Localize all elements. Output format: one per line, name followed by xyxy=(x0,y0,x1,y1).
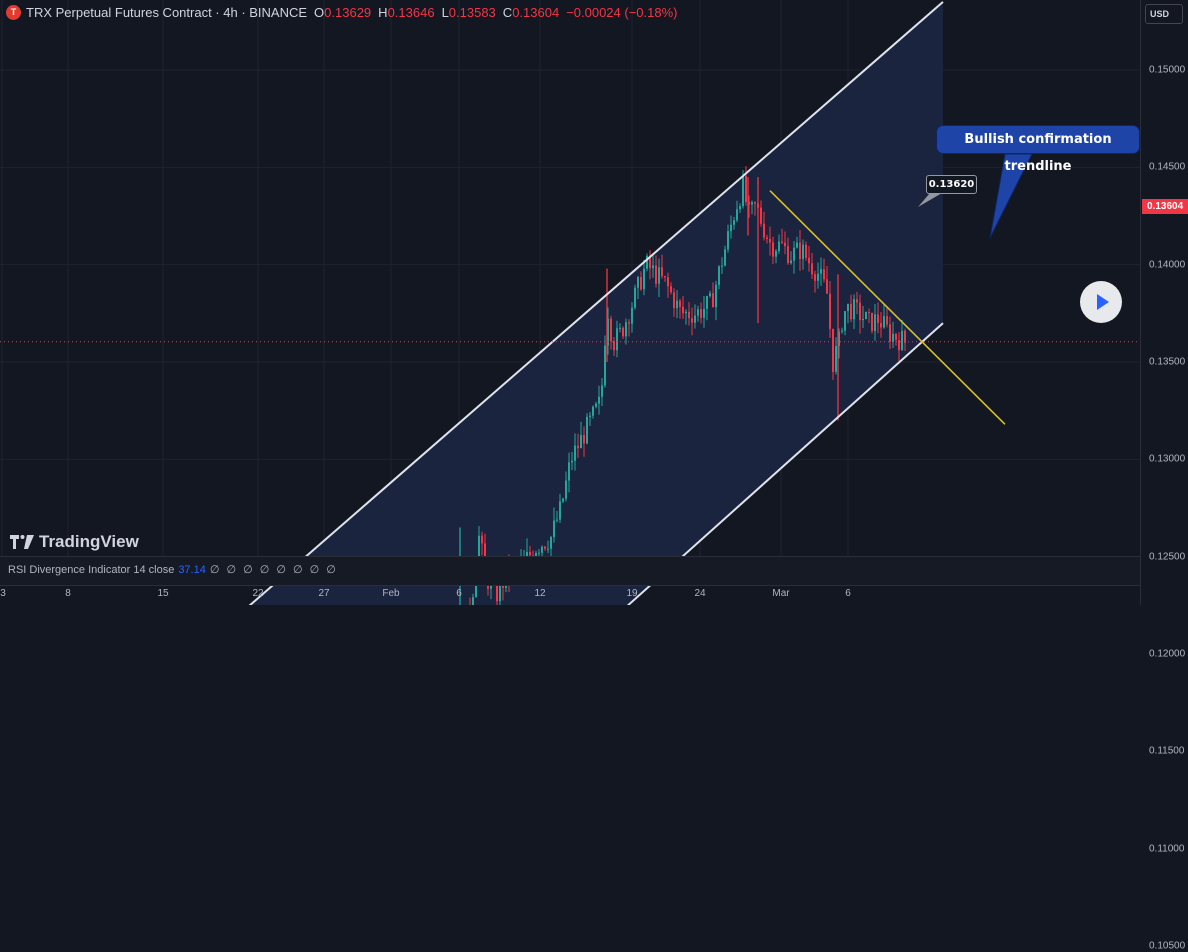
price-axis-separator xyxy=(1140,0,1141,605)
trx-logo-icon: T xyxy=(6,5,21,20)
indicator-pane[interactable] xyxy=(0,556,1140,586)
time-axis-label: 8 xyxy=(65,588,71,599)
price-axis-label: 0.13000 xyxy=(1149,453,1186,465)
time-axis-label: 15 xyxy=(157,588,169,599)
time-axis-label: 3 xyxy=(0,588,6,599)
tradingview-wordmark: TradingView xyxy=(39,532,139,551)
chart-legend-header: T TRX Perpetual Futures Contract · 4h · … xyxy=(6,5,678,20)
ohlc-open: O0.13629 xyxy=(314,5,372,20)
price-chart[interactable] xyxy=(0,0,1188,605)
symbol-title[interactable]: TRX Perpetual Futures Contract · 4h · BI… xyxy=(26,5,308,20)
tradingview-mark-icon xyxy=(10,535,34,549)
price-change: −0.00024 (−0.18%) xyxy=(566,5,678,20)
time-axis-label: 24 xyxy=(694,588,706,599)
time-axis-label: 22 xyxy=(252,588,264,599)
ohlc-values: O0.13629 H0.13646 L0.13583 C0.13604 −0.0… xyxy=(314,5,677,20)
play-button[interactable] xyxy=(1080,281,1122,323)
indicator-empty-values: ∅ ∅ ∅ ∅ ∅ ∅ ∅ ∅ xyxy=(209,564,338,576)
price-axis-label: 0.12000 xyxy=(1149,648,1186,660)
indicator-value: 37.14 xyxy=(178,564,206,576)
price-axis-label: 0.14500 xyxy=(1149,161,1186,173)
trendline-value-label[interactable]: 0.13620 xyxy=(926,175,977,194)
time-axis-label: 6 xyxy=(845,588,851,599)
time-axis-label: 27 xyxy=(318,588,330,599)
candles xyxy=(459,166,906,605)
play-icon xyxy=(1097,294,1109,310)
time-axis-label: Feb xyxy=(382,588,400,599)
price-axis-label: 0.13500 xyxy=(1149,356,1186,368)
ohlc-close: C0.13604 xyxy=(502,5,560,20)
indicator-legend: RSI Divergence Indicator 14 close 37.14 ∅ … xyxy=(8,563,338,576)
time-axis-label: 6 xyxy=(456,588,462,599)
price-axis-label: 0.12500 xyxy=(1149,551,1186,563)
time-axis-label: 12 xyxy=(534,588,546,599)
callout-annotation[interactable]: Bullish confirmation trendline xyxy=(936,125,1140,174)
price-axis-label: 0.15000 xyxy=(1149,64,1186,76)
price-axis-label: 0.14000 xyxy=(1149,259,1186,271)
price-axis-label: 0.11000 xyxy=(1149,843,1185,855)
price-axis-label: 0.11500 xyxy=(1149,745,1185,757)
ohlc-low: L0.13583 xyxy=(441,5,496,20)
price-axis-label: 0.10500 xyxy=(1149,940,1186,952)
time-axis-label: Mar xyxy=(772,588,790,599)
tradingview-logo: TradingView xyxy=(10,532,139,552)
currency-button[interactable]: USD xyxy=(1145,4,1183,24)
indicator-name[interactable]: RSI Divergence Indicator 14 close xyxy=(8,564,175,576)
ohlc-high: H0.13646 xyxy=(378,5,435,20)
current-price-tag: 0.13604 xyxy=(1142,199,1188,214)
time-axis-label: 19 xyxy=(626,588,638,599)
